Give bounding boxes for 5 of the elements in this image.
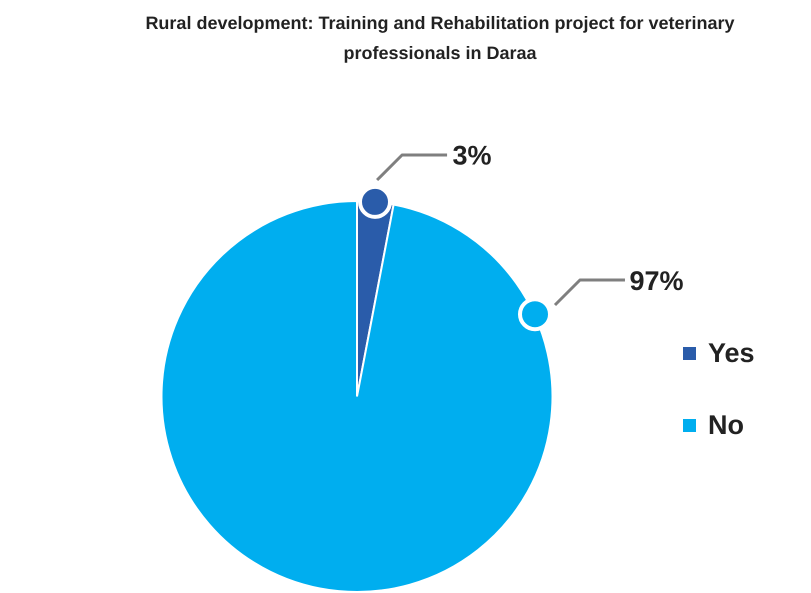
chart-title: Rural development: Training and Rehabilitation project for veterinary professionals in Daraa [144, 12, 736, 65]
legend-label: No [708, 410, 744, 440]
data-label: 97% [629, 266, 684, 296]
data-label: 3% [452, 140, 492, 170]
legend-label: Yes [708, 338, 755, 368]
